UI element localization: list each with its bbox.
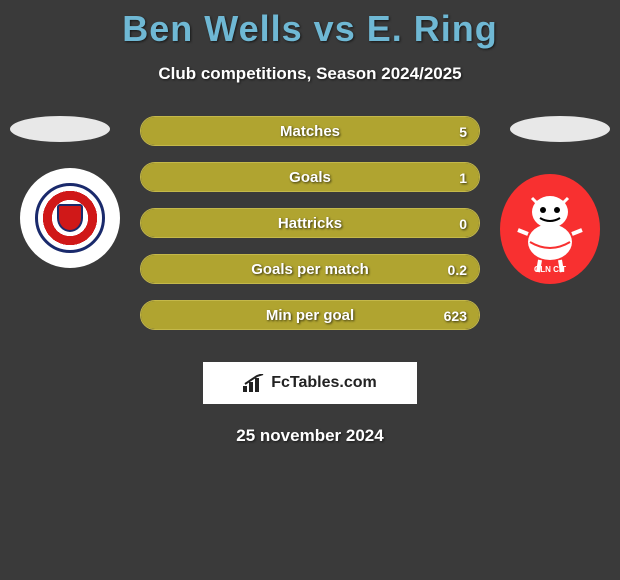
stat-value-right: 623: [444, 301, 467, 330]
stat-value-right: 0: [459, 209, 467, 238]
stat-label: Goals per match: [141, 255, 479, 284]
logo-text: FcTables.com: [271, 374, 377, 392]
chart-icon: [243, 374, 267, 392]
stats-area: OLN CIT Matches5 Goals1 Hattricks0 Goals pe…: [0, 116, 620, 346]
stat-bar: Goals1: [140, 162, 480, 192]
svg-text:OLN CIT: OLN CIT: [534, 265, 566, 274]
fctables-logo[interactable]: FcTables.com: [203, 362, 417, 404]
stat-value-right: 0.2: [448, 255, 467, 284]
comparison-widget: Ben Wells vs E. Ring Club competitions, …: [0, 0, 620, 446]
player-right-pedestal: [510, 116, 610, 142]
stat-bars: Matches5Goals1Hattricks0Goals per match0…: [140, 116, 480, 346]
stat-bar: Goals per match0.2: [140, 254, 480, 284]
stat-value-right: 5: [459, 117, 467, 146]
stat-bar: Hattricks0: [140, 208, 480, 238]
page-title: Ben Wells vs E. Ring: [0, 0, 620, 50]
subtitle: Club competitions, Season 2024/2025: [0, 64, 620, 84]
stat-bar: Matches5: [140, 116, 480, 146]
player-left-pedestal: [10, 116, 110, 142]
team-badge-right: OLN CIT: [500, 174, 600, 284]
stat-label: Matches: [141, 117, 479, 146]
date-label: 25 november 2024: [0, 426, 620, 446]
stat-label: Min per goal: [141, 301, 479, 330]
stat-label: Hattricks: [141, 209, 479, 238]
lincoln-imp-icon: OLN CIT: [510, 184, 590, 274]
stat-bar: Min per goal623: [140, 300, 480, 330]
crawley-crest-icon: [35, 183, 105, 253]
stat-value-right: 1: [459, 163, 467, 192]
team-badge-left: [20, 168, 120, 268]
stat-label: Goals: [141, 163, 479, 192]
